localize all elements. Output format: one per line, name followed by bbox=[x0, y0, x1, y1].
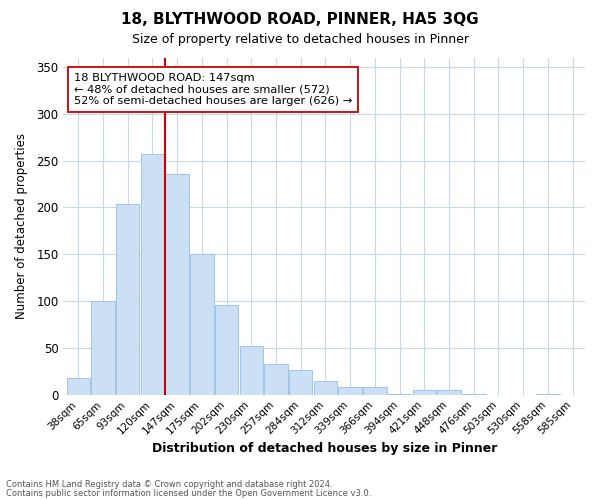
Bar bbox=[140, 154, 164, 394]
Text: Contains public sector information licensed under the Open Government Licence v3: Contains public sector information licen… bbox=[6, 488, 371, 498]
Bar bbox=[91, 301, 115, 394]
Bar bbox=[264, 364, 288, 394]
Bar bbox=[338, 387, 362, 394]
Bar bbox=[314, 380, 337, 394]
Bar bbox=[239, 346, 263, 395]
Bar bbox=[166, 174, 189, 394]
Bar bbox=[116, 204, 139, 394]
Text: Size of property relative to detached houses in Pinner: Size of property relative to detached ho… bbox=[131, 32, 469, 46]
Bar bbox=[67, 378, 90, 394]
Bar bbox=[215, 305, 238, 394]
Bar bbox=[289, 370, 313, 394]
Y-axis label: Number of detached properties: Number of detached properties bbox=[15, 133, 28, 319]
Bar bbox=[190, 254, 214, 394]
Text: Contains HM Land Registry data © Crown copyright and database right 2024.: Contains HM Land Registry data © Crown c… bbox=[6, 480, 332, 489]
Bar bbox=[437, 390, 461, 394]
Bar bbox=[413, 390, 436, 394]
Text: 18, BLYTHWOOD ROAD, PINNER, HA5 3QG: 18, BLYTHWOOD ROAD, PINNER, HA5 3QG bbox=[121, 12, 479, 28]
X-axis label: Distribution of detached houses by size in Pinner: Distribution of detached houses by size … bbox=[152, 442, 497, 455]
Bar bbox=[363, 387, 386, 394]
Text: 18 BLYTHWOOD ROAD: 147sqm
← 48% of detached houses are smaller (572)
52% of semi: 18 BLYTHWOOD ROAD: 147sqm ← 48% of detac… bbox=[74, 72, 352, 106]
